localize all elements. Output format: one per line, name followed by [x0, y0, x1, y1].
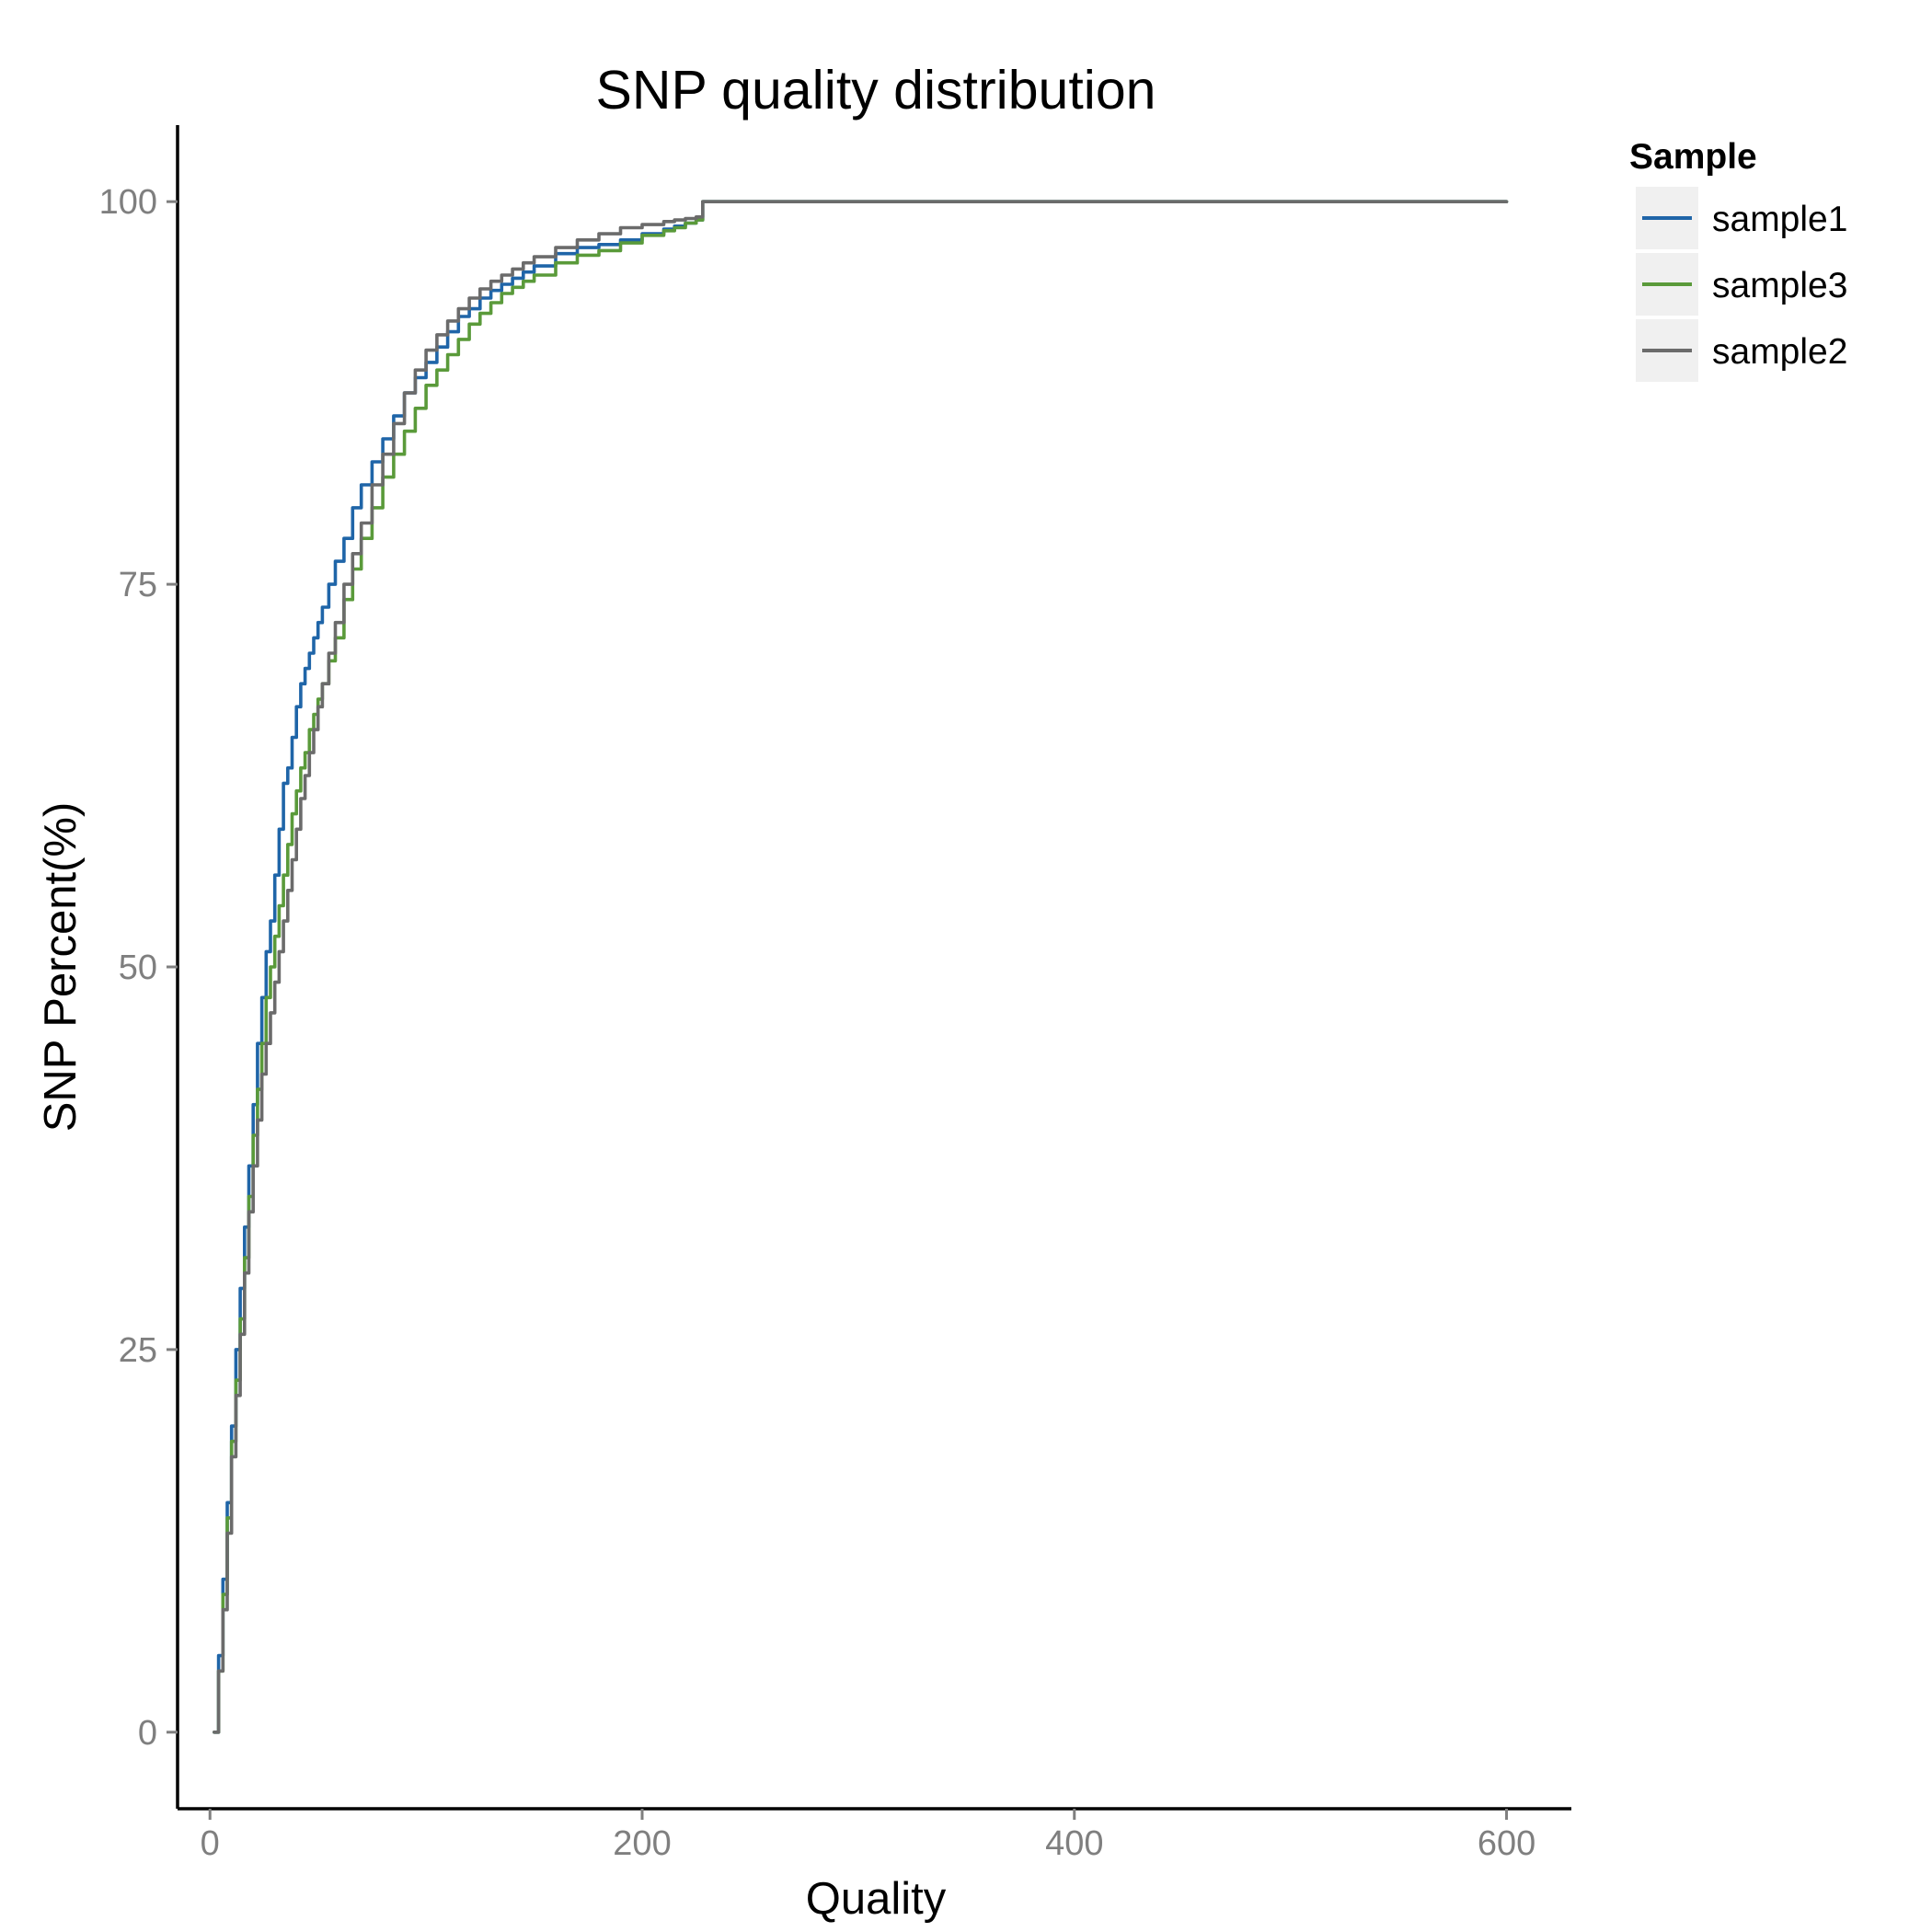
x-tick-label: 600 [1478, 1824, 1535, 1863]
x-axis-ticks: 0 200 400 600 [201, 1809, 1535, 1863]
legend-label-sample2: sample2 [1712, 332, 1847, 372]
x-tick-label: 0 [201, 1824, 220, 1863]
y-axis-title: SNP Percent(%) [36, 802, 86, 1133]
y-tick-label: 100 [99, 183, 157, 222]
series-line-sample2 [213, 200, 1509, 1734]
plot-area: 0 200 400 600 0 25 50 75 100 [99, 125, 1571, 1863]
y-tick-label: 0 [138, 1714, 157, 1753]
y-tick-label: 25 [119, 1331, 157, 1370]
x-tick-label: 400 [1045, 1824, 1103, 1863]
y-tick-label: 75 [119, 566, 157, 604]
series-layer [213, 200, 1509, 1734]
legend-title: Sample [1629, 137, 1757, 177]
x-axis-title: Quality [806, 1874, 947, 1924]
x-tick-label: 200 [613, 1824, 671, 1863]
legend: Sample sample1 sample3 sample2 [1629, 137, 1847, 382]
legend-label-sample3: sample3 [1712, 266, 1847, 305]
legend-items: sample1 sample3 sample2 [1636, 187, 1847, 382]
y-tick-label: 50 [119, 949, 157, 987]
series-line-sample3 [213, 200, 1509, 1734]
y-axis-ticks: 0 25 50 75 100 [99, 183, 178, 1753]
legend-label-sample1: sample1 [1712, 200, 1847, 239]
chart-title: SNP quality distribution [596, 60, 1156, 121]
